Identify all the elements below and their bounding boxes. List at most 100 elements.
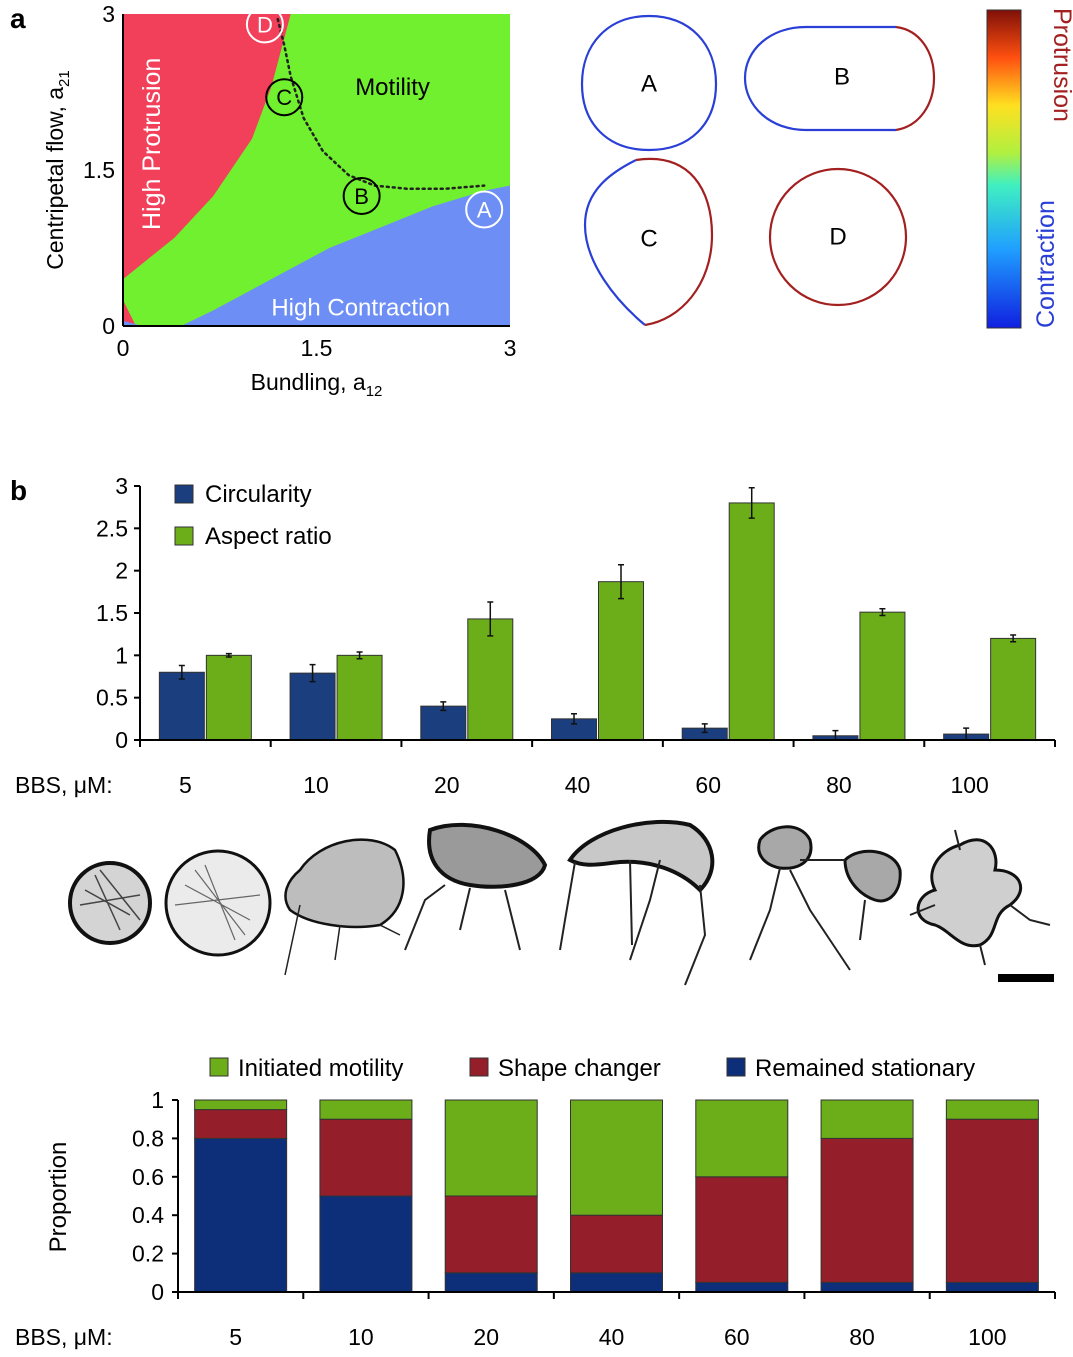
point-b-marker [342,177,381,215]
y-axis-title: Proportion [45,1142,72,1253]
x-axis-title: BBS, μM: [15,1324,113,1350]
stack-segment-remained-stationary [194,1137,288,1293]
legend-label: Remained stationary [755,1055,975,1082]
x-tick-label: 40 [565,772,591,798]
bar-aspect-ratio [990,637,1037,741]
point-d-marker [245,5,284,44]
bar-circularity [420,705,467,741]
error-bar [1010,634,1017,643]
stack-segment-remained-stationary [695,1281,789,1293]
panel-b-letter: b [10,475,27,506]
x-axis-title: Bundling, a12 [251,369,383,400]
bar-circularity [289,672,336,741]
shape-a-label: A [641,70,657,97]
region-label-contraction: High Contraction [271,295,450,322]
y-tick-label: 1.5 [96,600,128,626]
bar-aspect-ratio [598,581,644,741]
cell-image-20 [404,822,548,951]
x-tick-label: 10 [348,1324,374,1350]
colorbar-top-label: Protrusion [1048,8,1073,122]
x-tick-label: 5 [179,772,192,798]
y-tick-label: 3 [115,473,128,499]
region-label-motility: Motility [355,74,430,101]
x-tick-label: 80 [849,1324,875,1350]
shape-c-outline-protrusion [635,157,714,327]
stack-segment-remained-stationary [444,1272,538,1293]
error-bar [748,486,755,519]
panel-a-letter: a [10,3,26,34]
y-tick-label: 1 [151,1087,164,1113]
stack-segment-shape-changer [695,1176,789,1283]
x-tick-label: 0 [117,335,130,361]
bar-circularity [158,671,205,741]
cell-micrographs [68,820,1054,986]
point-c-label: C [276,85,292,110]
y-tick-label: 0 [115,727,128,753]
y-axis-title: Centripetal flow, a21 [42,70,73,270]
stack-segment-shape-changer [319,1118,413,1197]
y-tick-label: 3 [102,1,115,27]
point-a-marker [465,190,504,229]
bar-aspect-ratio [728,502,775,741]
error-bar [487,601,494,637]
shape-c-outline-contraction [583,159,646,326]
stack-segment-initiated-motility [820,1099,914,1139]
colorbar [986,9,1022,329]
shape-d-label: D [829,223,846,250]
circularity-aspect-chart: 0 0.5 1 1.5 2 2.5 3 BBS, μM: 5 10 20 40 60 80 100 Circu… [15,473,1056,798]
stack-segment-remained-stationary [820,1281,914,1293]
stack-segment-initiated-motility [319,1099,413,1120]
legend-swatch [174,484,194,504]
stack-segment-shape-changer [444,1195,538,1274]
cell-image-80 [909,829,1051,966]
error-bar [225,652,232,658]
cell-image-40 [559,820,715,986]
shape-c-label: C [640,225,657,252]
error-bar [440,701,447,712]
legend-label: Circularity [205,481,312,508]
error-bar [701,723,708,734]
point-b-label: B [354,184,369,209]
x-tick-label: 1.5 [301,335,333,361]
phase-diagram: High Protrusion Motility High Contraction A… [42,1,516,400]
point-c-marker [265,78,304,117]
bar-aspect-ratio [205,654,252,741]
y-tick-label: 0 [151,1279,164,1305]
bar-aspect-ratio [859,611,906,741]
stack-segment-initiated-motility [945,1099,1039,1120]
x-tick-label: 10 [303,772,329,798]
shape-b-outline-protrusion [895,25,936,132]
shape-b-label: B [834,63,850,90]
stack-segment-shape-changer [820,1137,914,1283]
shape-a-outline [580,14,718,152]
x-tick-label: 3 [504,335,517,361]
x-tick-label: 20 [434,772,460,798]
proportion-chart: 0 0.2 0.4 0.6 0.8 1 Proportion BBS, μM: 5 10 20 40 6… [15,1055,1056,1350]
region-contraction-corner [123,320,143,326]
y-tick-label: 0.5 [96,685,128,711]
scale-bar [998,974,1054,982]
x-tick-label: 60 [695,772,721,798]
region-protrusion-corner [123,300,136,326]
y-tick-label: 0.6 [132,1164,164,1190]
cell-image-5b [164,849,272,957]
stack-segment-shape-changer [194,1109,288,1139]
error-bar [178,664,185,680]
legend-label: Aspect ratio [205,523,332,550]
stack-segment-shape-changer [945,1118,1039,1283]
shape-d-outline [768,167,908,307]
x-axis-title: BBS, μM: [15,772,113,798]
legend-swatch [174,526,194,546]
stack-segment-initiated-motility [444,1099,538,1197]
legend-label: Initiated motility [238,1055,403,1082]
error-bar [879,608,886,617]
bar-aspect-ratio [336,654,383,741]
stack-segment-remained-stationary [945,1281,1039,1293]
y-tick-label: 1 [115,642,128,668]
x-tick-label: 80 [826,772,852,798]
region-contraction-fill [181,185,511,326]
y-tick-label: 0 [102,313,115,339]
y-tick-label: 2 [115,558,128,584]
x-axis-subscript: 12 [366,383,383,400]
